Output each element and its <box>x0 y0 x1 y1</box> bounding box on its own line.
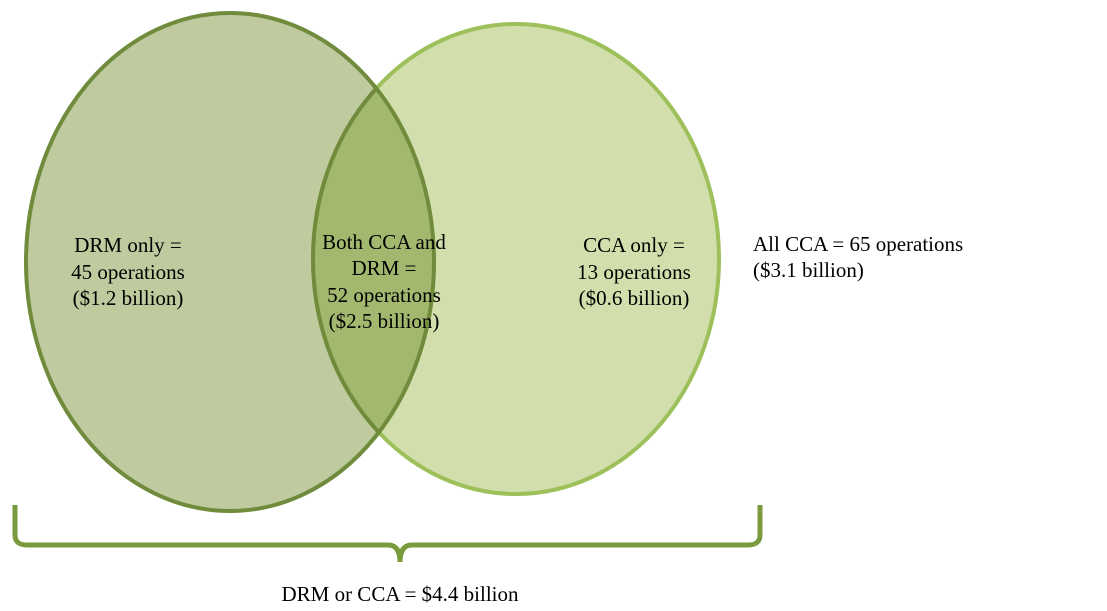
label-line: ($0.6 billion) <box>579 286 690 310</box>
drm-only-label: DRM only = 45 operations ($1.2 billion) <box>71 233 185 310</box>
label-line: CCA only = <box>583 233 685 257</box>
all-cca-annotation: All CCA = 65 operations ($3.1 billion) <box>753 232 963 282</box>
footer-label: DRM or CCA = $4.4 billion <box>281 582 519 606</box>
drm-circle-edge <box>24 11 436 513</box>
both-label: Both CCA and DRM = 52 operations ($2.5 b… <box>322 230 446 333</box>
label-line: DRM only = <box>74 233 182 257</box>
label-line: ($2.5 billion) <box>329 309 440 333</box>
label-line: 13 operations <box>577 260 691 284</box>
cca-only-label: CCA only = 13 operations ($0.6 billion) <box>577 233 691 310</box>
label-line: ($3.1 billion) <box>753 258 864 282</box>
label-line: 45 operations <box>71 260 185 284</box>
drm-circle <box>26 13 434 511</box>
label-line: 52 operations <box>327 283 441 307</box>
brace <box>12 505 763 563</box>
label-line: ($1.2 billion) <box>73 286 184 310</box>
label-line: All CCA = 65 operations <box>753 232 963 256</box>
overlap-edge <box>311 22 434 496</box>
label-line: Both CCA and <box>322 230 446 254</box>
label-line: DRM = <box>352 256 417 280</box>
